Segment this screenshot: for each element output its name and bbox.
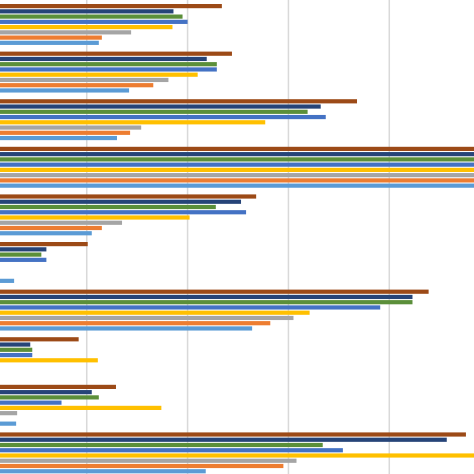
bar-cat7-series1 (0, 342, 31, 347)
bar-cat4-series1 (0, 199, 242, 204)
bar-cat8-series7 (0, 421, 17, 426)
bar-cat9-series2 (0, 442, 323, 448)
bar-cat6-series6 (0, 321, 271, 326)
bar-cat6-series7 (0, 326, 253, 331)
bar-cat6-series3 (0, 305, 381, 310)
bar-cat6-series0 (0, 289, 429, 294)
bar-cat4-series7 (0, 231, 92, 236)
bar-cat7-series2 (0, 347, 33, 352)
bar-cat9-series5 (0, 458, 297, 463)
bar-cat5-series3 (0, 257, 47, 262)
bar-cat3-series4 (0, 167, 474, 172)
bar-cat8-series1 (0, 390, 92, 395)
bar-cat2-series4 (0, 120, 266, 125)
bar-cat4-series0 (0, 194, 257, 199)
bar-cat9-series7 (0, 469, 206, 474)
bar-cat3-series0 (0, 146, 474, 151)
bar-cat8-series4 (0, 405, 162, 410)
bar-cat5-series0 (0, 242, 88, 247)
bar-cat8-series5 (0, 411, 18, 416)
bar-cat0-series2 (0, 14, 183, 19)
bar-cat1-series7 (0, 88, 130, 93)
bar-cat6-series5 (0, 315, 294, 321)
bar-cat5-series1 (0, 247, 47, 252)
bar-cat2-series6 (0, 130, 131, 135)
bar-cat0-series7 (0, 40, 99, 45)
bar-cat2-series2 (0, 109, 308, 114)
bar-cat1-series2 (0, 62, 217, 67)
bar-cat9-series0 (0, 432, 466, 437)
bar-cat3-series5 (0, 173, 474, 178)
bar-cat4-series4 (0, 215, 190, 220)
bar-cat8-series2 (0, 395, 99, 400)
bar-cat4-series3 (0, 210, 247, 215)
bar-cat9-series4 (0, 453, 474, 458)
bar-cat1-series6 (0, 83, 154, 88)
bar-cat5-series2 (0, 252, 42, 257)
bar-cat0-series1 (0, 9, 174, 14)
bar-cat1-series0 (0, 51, 232, 56)
bar-cat3-series7 (0, 183, 474, 188)
bar-cat6-series2 (0, 300, 413, 305)
bar-cat2-series0 (0, 99, 358, 104)
bar-cat0-series4 (0, 25, 173, 30)
bar-cat1-series3 (0, 67, 217, 72)
bar-cat8-series3 (0, 400, 62, 405)
bar-cat7-series3 (0, 352, 33, 358)
bar-cat1-series1 (0, 56, 207, 62)
bar-cat5-series7 (0, 278, 15, 283)
bar-cat4-series5 (0, 220, 123, 225)
bar-cat3-series1 (0, 152, 474, 157)
bar-cat2-series1 (0, 104, 321, 109)
bar-cat3-series3 (0, 162, 474, 167)
bar-cat4-series2 (0, 204, 216, 210)
bar-cat2-series5 (0, 125, 142, 130)
bar-cat0-series0 (0, 4, 222, 9)
bar-cat3-series6 (0, 178, 474, 183)
bar-cat7-series0 (0, 337, 79, 342)
bar-cat7-series4 (0, 358, 98, 363)
bar-cat3-series2 (0, 157, 474, 162)
bar-cat9-series6 (0, 463, 284, 469)
bar-cat4-series6 (0, 225, 102, 231)
bar-cat6-series4 (0, 310, 310, 315)
bar-cat0-series5 (0, 30, 132, 35)
bar-cat0-series3 (0, 19, 188, 24)
gridlines (85, 0, 391, 474)
bar-cat9-series3 (0, 448, 343, 453)
bar-cat1-series5 (0, 77, 169, 83)
bar-cat9-series1 (0, 437, 447, 442)
bar-cat2-series3 (0, 114, 326, 120)
bar-cat6-series1 (0, 294, 413, 300)
bar-cat1-series4 (0, 72, 198, 77)
bar-cat8-series0 (0, 384, 116, 389)
bar-cat0-series6 (0, 35, 102, 40)
bar-cat2-series7 (0, 135, 117, 141)
bar-group (0, 4, 474, 474)
